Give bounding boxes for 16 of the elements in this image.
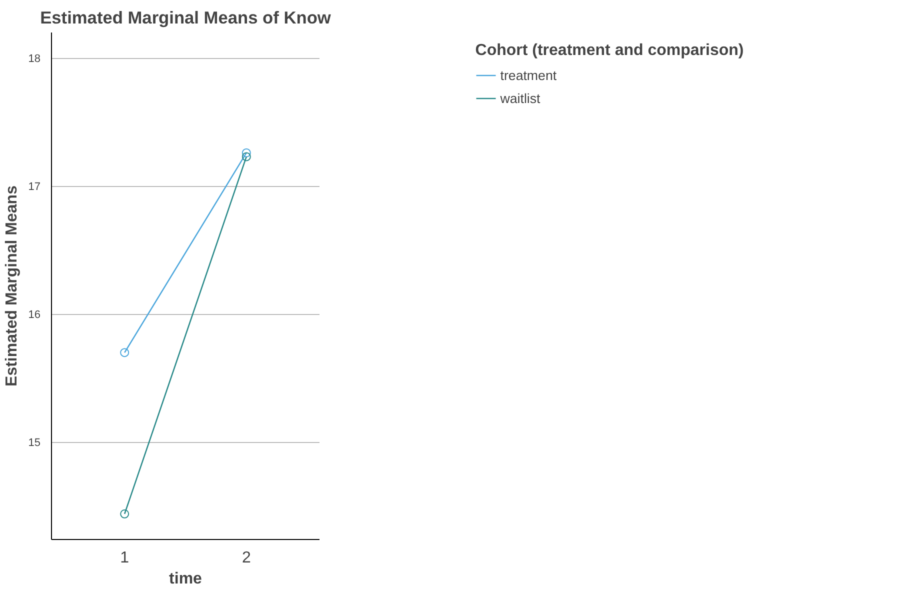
y-axis-title: Estimated Marginal Means: [3, 185, 20, 386]
y-tick-label: 17: [28, 181, 41, 194]
legend-label: treatment: [500, 68, 557, 82]
x-tick-label: 1: [120, 550, 130, 566]
y-tick-label: 15: [28, 437, 41, 450]
chart-title: Estimated Marginal Means of Know: [40, 8, 332, 28]
legend-title: Cohort (treatment and comparison): [475, 42, 744, 60]
y-tick-label: 16: [28, 309, 41, 322]
point: [242, 152, 251, 162]
point: [242, 148, 251, 158]
y-tick-label: 18: [28, 53, 41, 66]
x-axis-title: time: [169, 570, 202, 588]
point: [120, 348, 130, 358]
x-tick-label: 2: [242, 550, 251, 566]
legend-label: waitlist: [500, 90, 540, 106]
point: [120, 509, 130, 518]
